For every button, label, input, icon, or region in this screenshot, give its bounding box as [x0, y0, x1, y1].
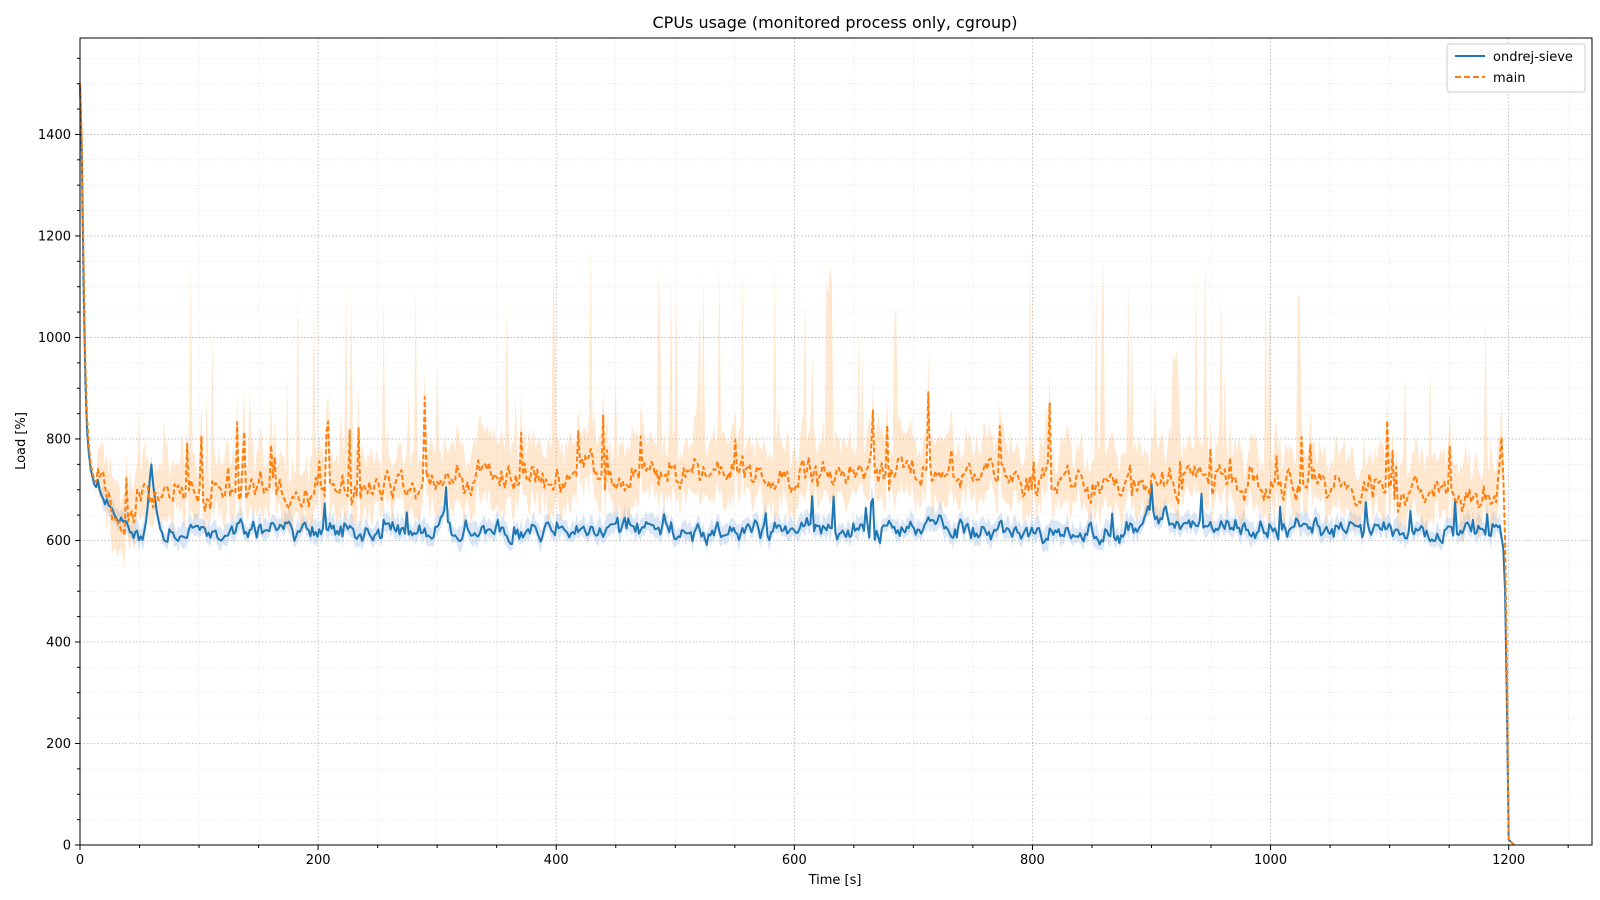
x-tick-label: 0 — [76, 853, 84, 868]
y-tick-label: 1000 — [38, 331, 71, 346]
y-tick-label: 1400 — [38, 128, 71, 143]
y-tick-label: 0 — [63, 839, 71, 854]
y-tick-label: 400 — [46, 635, 71, 650]
y-tick-label: 1200 — [38, 229, 71, 244]
y-tick-label: 200 — [46, 737, 71, 752]
legend: ondrej-sieve main — [1446, 43, 1586, 93]
variance-bands — [80, 82, 1514, 845]
y-tick-label: 800 — [46, 432, 71, 447]
x-axis-label: Time [s] — [808, 873, 862, 888]
series-lines — [79, 83, 1515, 846]
grid-lines — [79, 38, 1592, 846]
x-tick-label: 1000 — [1254, 853, 1287, 868]
x-tick-label: 400 — [544, 853, 569, 868]
legend-label-ondrej-sieve: ondrej-sieve — [1493, 50, 1573, 65]
x-tick-label: 200 — [306, 853, 331, 868]
plot-frame — [79, 37, 1593, 846]
legend-label-main: main — [1493, 71, 1525, 86]
y-tick-label: 600 — [46, 534, 71, 549]
series-line-ondrej-sieve — [79, 83, 1515, 846]
x-axis-ticks: 0 200 400 600 800 1000 1200 — [76, 845, 1569, 868]
x-tick-label: 1200 — [1492, 853, 1525, 868]
chart-title: CPUs usage (monitored process only, cgro… — [653, 13, 1018, 32]
series-line-main — [79, 83, 1515, 846]
y-axis-label: Load [%] — [14, 412, 29, 470]
x-tick-label: 600 — [782, 853, 807, 868]
x-tick-label: 800 — [1020, 853, 1045, 868]
y-axis-ticks: 0 200 400 600 800 1000 1200 1400 — [38, 57, 80, 854]
band-main — [80, 82, 1514, 845]
